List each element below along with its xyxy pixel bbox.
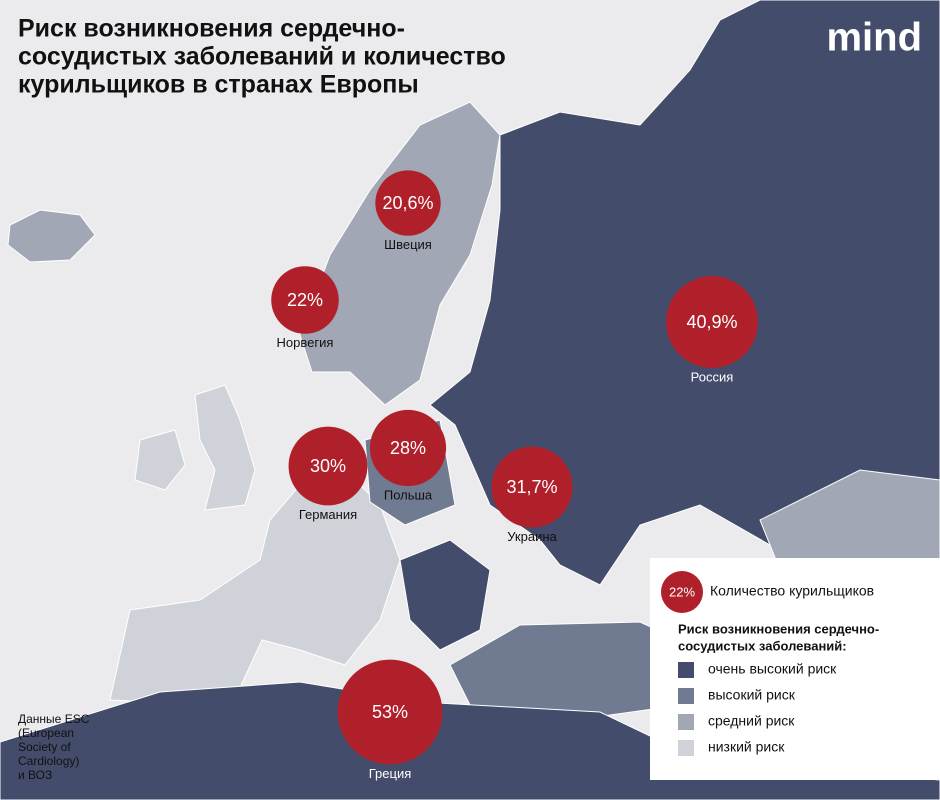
legend-label: низкий риск <box>708 739 785 755</box>
country-name: Россия <box>691 369 734 384</box>
legend-swatch <box>678 688 694 704</box>
title-line: сосудистых заболеваний и количество <box>18 43 506 71</box>
bubble <box>337 659 443 765</box>
country-name: Украина <box>507 529 557 544</box>
source: (European <box>18 726 74 740</box>
bubble-label: 31,7% <box>506 477 557 497</box>
bubble <box>665 275 759 369</box>
country-name: Норвегия <box>277 335 334 350</box>
bubble-label: 40,9% <box>686 312 737 332</box>
source: Cardiology) <box>18 754 79 768</box>
source: Данные ESC <box>18 712 90 726</box>
source: и ВОЗ <box>18 768 52 782</box>
legend-title: сосудистых заболеваний: <box>678 638 847 653</box>
country-name: Греция <box>369 766 412 781</box>
legend-swatch <box>678 714 694 730</box>
title-line: курильщиков в странах Европы <box>18 71 419 99</box>
legend-label: очень высокий риск <box>708 661 837 677</box>
legend-bubble-text: Количество курильщиков <box>710 583 874 599</box>
bubble <box>369 409 447 487</box>
source: Society of <box>18 740 71 754</box>
legend-bubble-label: 22% <box>669 584 695 599</box>
legend-swatch <box>678 740 694 756</box>
bubble <box>271 266 339 334</box>
bubble-label: 22% <box>287 290 323 310</box>
country-name: Германия <box>299 507 357 522</box>
legend-title: Риск возникновения сердечно- <box>678 621 879 636</box>
legend-label: высокий риск <box>708 687 796 703</box>
country-name: Польша <box>384 488 433 503</box>
bubble-label: 20,6% <box>382 193 433 213</box>
bubble-label: 28% <box>390 438 426 458</box>
region-low <box>134 429 186 491</box>
region-low <box>194 384 256 511</box>
bubble <box>288 426 368 506</box>
legend-swatch <box>678 662 694 678</box>
legend-bubble <box>661 571 703 613</box>
logo: mind <box>826 16 922 60</box>
bubble-label: 30% <box>310 456 346 476</box>
bubble-label: 53% <box>372 702 408 722</box>
bubble <box>491 446 573 528</box>
country-name: Швеция <box>384 237 432 252</box>
title-line: Риск возникновения сердечно- <box>18 15 405 43</box>
legend-label: средний риск <box>708 713 795 729</box>
region-medium <box>299 101 501 406</box>
region-very-high <box>399 539 491 651</box>
bubble <box>375 170 441 236</box>
region-medium <box>7 209 96 263</box>
